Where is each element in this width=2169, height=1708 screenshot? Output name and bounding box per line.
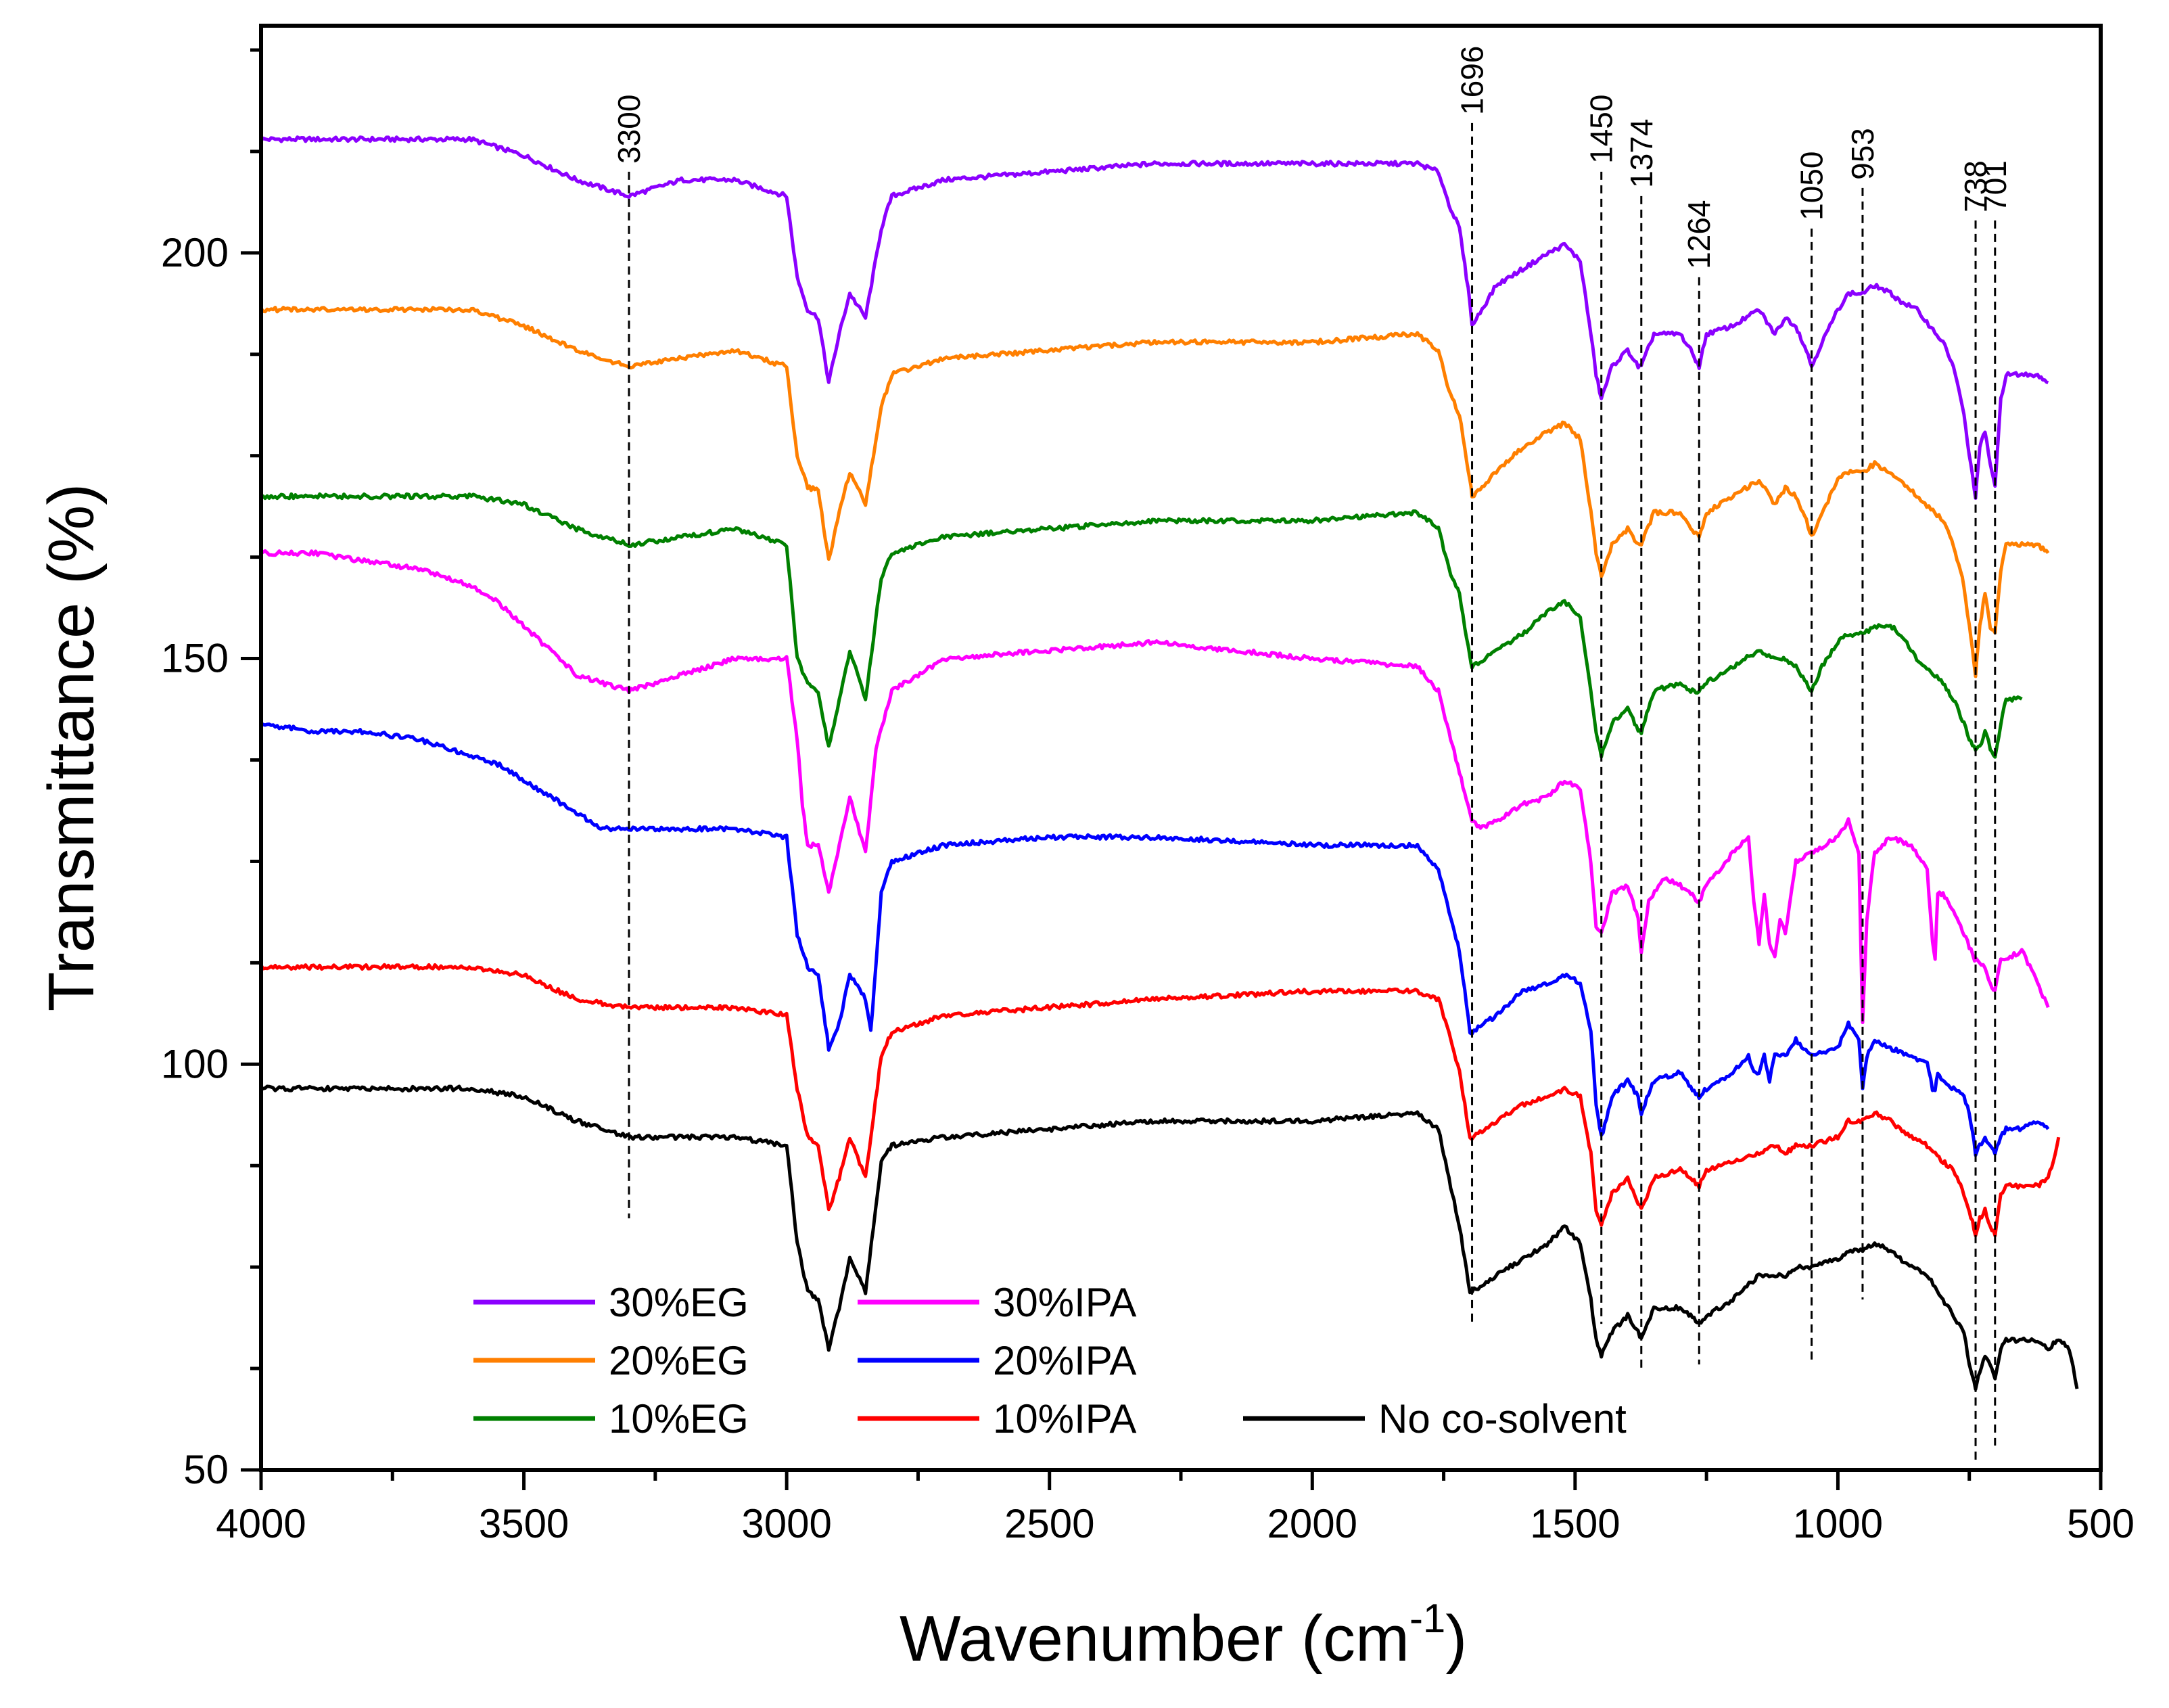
peak-label-1374: 1374 bbox=[1624, 119, 1659, 188]
plot-frame bbox=[259, 24, 2103, 1472]
y-tick-label-100: 100 bbox=[161, 1041, 229, 1086]
peak-label-701: 701 bbox=[1978, 160, 2013, 212]
legend-label-10pct-eg: 10%EG bbox=[609, 1396, 749, 1441]
series-layer bbox=[259, 135, 2079, 1391]
x-axis-title: Wavenumber (cm-1) bbox=[900, 1596, 1467, 1675]
x-tick-label-3000: 3000 bbox=[741, 1501, 831, 1546]
legend-label-10pct-ipa: 10%IPA bbox=[993, 1396, 1136, 1441]
x-tick-label-4000: 4000 bbox=[216, 1501, 306, 1546]
series-20pct-ipa bbox=[260, 721, 2050, 1157]
axes bbox=[259, 24, 2103, 1472]
series-30pct-eg bbox=[260, 135, 2049, 500]
y-tick-label-150: 150 bbox=[161, 636, 229, 681]
x-axis-title-main: Wavenumber (cm bbox=[900, 1602, 1409, 1675]
x-tick-label-3500: 3500 bbox=[479, 1501, 569, 1546]
peak-label-1050: 1050 bbox=[1794, 152, 1829, 221]
legend-label-no-co-solvent: No co-solvent bbox=[1378, 1396, 1627, 1441]
legend-label-30pct-ipa: 30%IPA bbox=[993, 1280, 1136, 1325]
peak-label-738: 738 bbox=[1958, 160, 1993, 212]
x-axis-title-close: ) bbox=[1445, 1602, 1467, 1675]
x-tick-label-2000: 2000 bbox=[1267, 1501, 1357, 1546]
x-tick-label-1500: 1500 bbox=[1530, 1501, 1620, 1546]
peak-label-3300: 3300 bbox=[611, 95, 647, 164]
ticks: 4000 3500 3000 2500 2000 1500 1000 500 50 100 150 2… bbox=[161, 48, 2135, 1546]
peak-label-1450: 1450 bbox=[1584, 95, 1619, 164]
y-tick-label-50: 50 bbox=[183, 1447, 229, 1492]
series-30pct-ipa bbox=[260, 549, 2050, 1025]
x-tick-label-2500: 2500 bbox=[1004, 1501, 1094, 1546]
series-20pct-eg bbox=[259, 306, 2050, 678]
peak-label-1696: 1696 bbox=[1455, 46, 1490, 115]
legend-label-30pct-eg: 30%EG bbox=[609, 1280, 749, 1325]
y-axis-title: Transmittance (%) bbox=[35, 484, 108, 1012]
peak-label-953: 953 bbox=[1845, 128, 1880, 180]
legend-label-20pct-ipa: 20%IPA bbox=[993, 1338, 1136, 1383]
x-tick-label-1000: 1000 bbox=[1793, 1501, 1883, 1546]
legend: 30%EG 30%IPA 20%EG 20%IPA 10%EG 10%IPA No co-s… bbox=[473, 1280, 1627, 1441]
y-tick-label-200: 200 bbox=[161, 230, 229, 275]
series-10pct-ipa bbox=[259, 963, 2061, 1238]
x-tick-label-500: 500 bbox=[2067, 1501, 2135, 1546]
series-10pct-eg bbox=[260, 492, 2023, 759]
x-axis-title-sup: -1 bbox=[1409, 1596, 1445, 1641]
legend-label-20pct-eg: 20%EG bbox=[609, 1338, 749, 1383]
peak-label-1264: 1264 bbox=[1681, 200, 1717, 269]
series-no-co-solvent bbox=[260, 1084, 2079, 1391]
